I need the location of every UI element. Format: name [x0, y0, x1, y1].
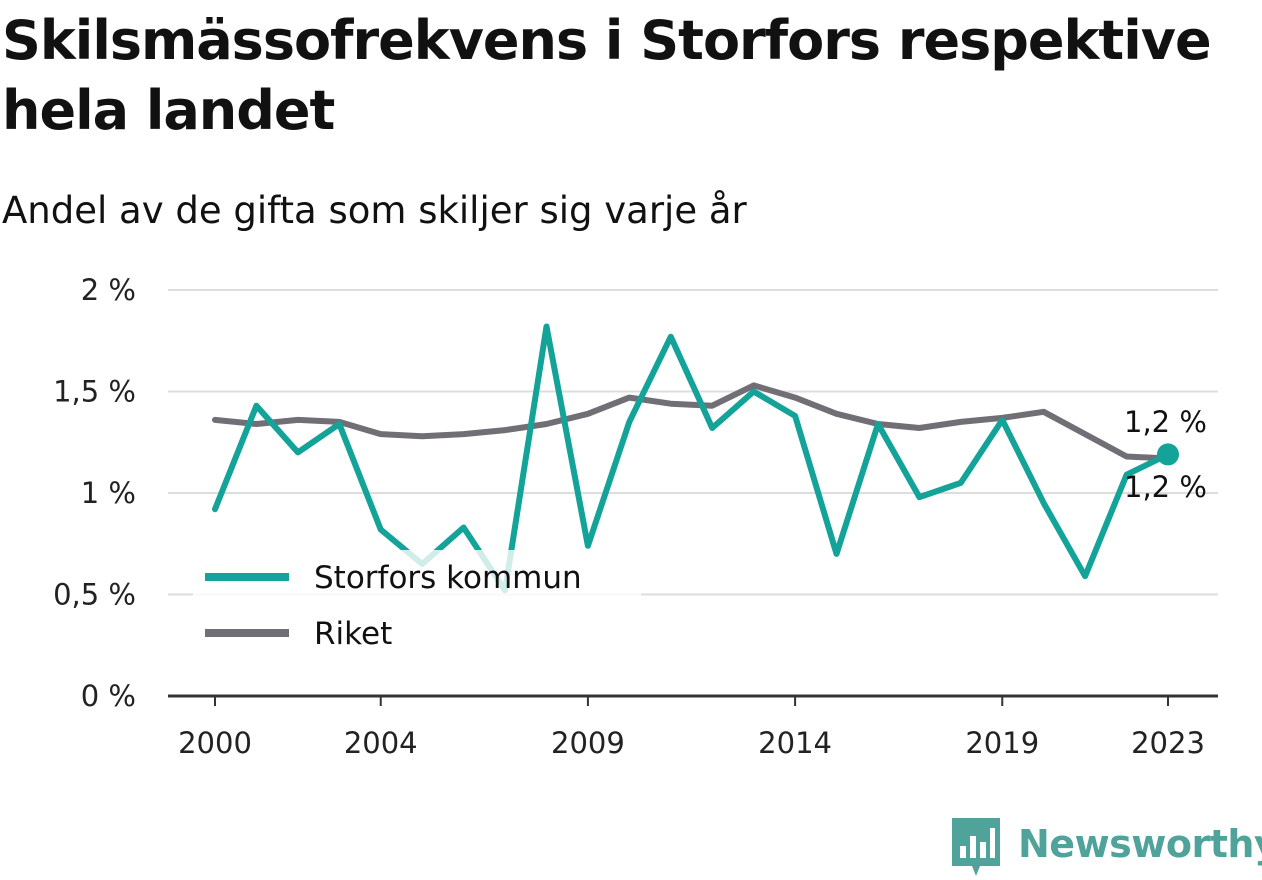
x-tick-label: 2023 [1131, 726, 1205, 760]
newsworthy-logo-icon [952, 818, 1000, 876]
y-tick-label: 1 % [81, 476, 136, 510]
y-tick-label: 1,5 % [53, 375, 136, 409]
y-axis-ticks: 0 % 0,5 % 1 % 1,5 % 2 % [53, 273, 136, 713]
x-tick-label: 2009 [551, 726, 625, 760]
x-tick-label: 2014 [758, 726, 832, 760]
x-axis-ticks: 2000 2004 2009 2014 2019 2023 [178, 696, 1205, 760]
series-line-riket [212, 382, 1171, 462]
chart-title: Skilsmässofrekvens i Storfors respektive… [2, 9, 1212, 142]
legend-background [193, 550, 641, 662]
series-lines [212, 323, 1179, 594]
legend-label-riket: Riket [314, 616, 392, 652]
y-tick-label: 0 % [81, 679, 136, 713]
y-tick-label: 0,5 % [53, 578, 136, 612]
legend: Storfors kommun Riket [193, 550, 641, 662]
series-line-storfors [212, 323, 1171, 594]
end-label-riket: 1,2 % [1124, 470, 1207, 504]
chart-subtitle: Andel av de gifta som skiljer sig varje … [2, 189, 747, 232]
x-tick-label: 2000 [178, 726, 252, 760]
y-tick-label: 2 % [81, 273, 136, 307]
brand-name: Newsworthy [1018, 822, 1262, 866]
end-labels: 1,2 % 1,2 % [1124, 405, 1207, 504]
end-label-storfors: 1,2 % [1124, 405, 1207, 439]
x-tick-label: 2004 [344, 726, 418, 760]
series-end-point-storfors [1157, 443, 1179, 466]
legend-label-storfors: Storfors kommun [314, 560, 582, 596]
x-tick-label: 2019 [965, 726, 1039, 760]
